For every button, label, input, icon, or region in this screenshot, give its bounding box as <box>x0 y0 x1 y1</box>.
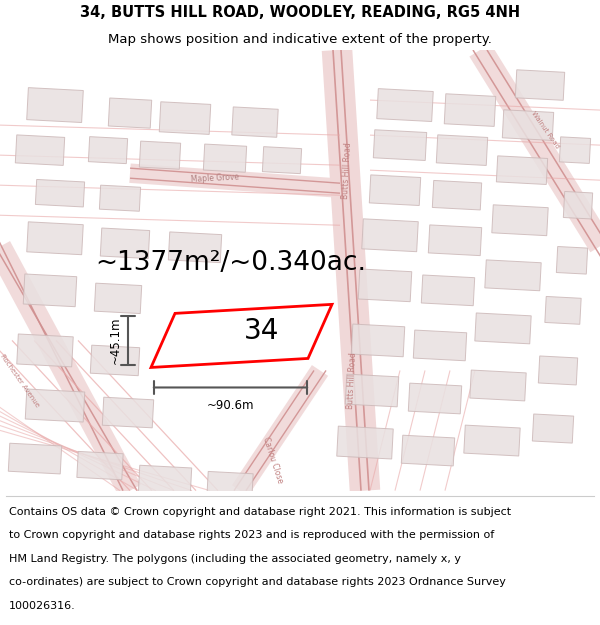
Polygon shape <box>373 130 427 161</box>
Polygon shape <box>559 137 590 163</box>
Text: Butts Hill Road: Butts Hill Road <box>341 142 353 199</box>
Text: ~90.6m: ~90.6m <box>207 399 254 412</box>
Polygon shape <box>502 110 554 141</box>
Text: HM Land Registry. The polygons (including the associated geometry, namely x, y: HM Land Registry. The polygons (includin… <box>9 554 461 564</box>
Polygon shape <box>108 98 152 128</box>
Polygon shape <box>88 137 128 164</box>
Polygon shape <box>485 260 541 291</box>
Polygon shape <box>444 94 496 126</box>
Polygon shape <box>464 425 520 456</box>
Polygon shape <box>538 356 578 385</box>
Polygon shape <box>475 313 531 344</box>
Polygon shape <box>409 383 461 414</box>
Text: Rochester Avenue: Rochester Avenue <box>0 353 41 408</box>
Polygon shape <box>77 451 123 480</box>
Polygon shape <box>496 156 548 184</box>
Polygon shape <box>100 185 140 211</box>
Polygon shape <box>428 225 482 256</box>
Polygon shape <box>262 147 302 174</box>
Text: Contains OS data © Crown copyright and database right 2021. This information is : Contains OS data © Crown copyright and d… <box>9 507 511 517</box>
Text: Butts Hill Road: Butts Hill Road <box>346 352 358 409</box>
Polygon shape <box>351 324 405 357</box>
Text: Map shows position and indicative extent of the property.: Map shows position and indicative extent… <box>108 34 492 46</box>
Polygon shape <box>139 141 181 169</box>
Polygon shape <box>27 222 83 255</box>
Polygon shape <box>17 334 73 367</box>
Polygon shape <box>27 88 83 122</box>
Polygon shape <box>159 102 211 134</box>
Polygon shape <box>421 275 475 306</box>
Polygon shape <box>492 205 548 236</box>
Polygon shape <box>232 107 278 138</box>
Polygon shape <box>8 443 62 474</box>
Polygon shape <box>139 465 191 496</box>
Polygon shape <box>207 471 253 500</box>
Text: co-ordinates) are subject to Crown copyright and database rights 2023 Ordnance S: co-ordinates) are subject to Crown copyr… <box>9 578 506 587</box>
Polygon shape <box>35 179 85 207</box>
Polygon shape <box>545 296 581 324</box>
Polygon shape <box>103 398 154 428</box>
Polygon shape <box>515 70 565 100</box>
Polygon shape <box>25 389 85 422</box>
Text: Maple Grove: Maple Grove <box>191 173 239 184</box>
Polygon shape <box>91 345 140 376</box>
Polygon shape <box>436 135 488 166</box>
Polygon shape <box>345 374 399 407</box>
Polygon shape <box>556 246 587 274</box>
Polygon shape <box>433 181 482 210</box>
Polygon shape <box>563 191 593 219</box>
Text: ~45.1m: ~45.1m <box>109 317 121 364</box>
Polygon shape <box>23 274 77 307</box>
Text: to Crown copyright and database rights 2023 and is reproduced with the permissio: to Crown copyright and database rights 2… <box>9 530 494 540</box>
Text: Carlou Close: Carlou Close <box>261 436 285 485</box>
Polygon shape <box>362 219 418 252</box>
Polygon shape <box>377 89 433 121</box>
Polygon shape <box>401 435 455 466</box>
Polygon shape <box>203 144 247 172</box>
Polygon shape <box>532 414 574 443</box>
Polygon shape <box>94 283 142 314</box>
Polygon shape <box>470 370 526 401</box>
Polygon shape <box>337 426 393 459</box>
Text: Walnut Road: Walnut Road <box>530 111 560 150</box>
Polygon shape <box>169 232 221 262</box>
Text: ~1377m²/~0.340ac.: ~1377m²/~0.340ac. <box>95 250 366 276</box>
Polygon shape <box>413 330 467 361</box>
Text: 34, BUTTS HILL ROAD, WOODLEY, READING, RG5 4NH: 34, BUTTS HILL ROAD, WOODLEY, READING, R… <box>80 5 520 20</box>
Polygon shape <box>16 135 65 166</box>
Text: 34: 34 <box>244 317 279 345</box>
Polygon shape <box>370 175 421 206</box>
Polygon shape <box>358 269 412 302</box>
Polygon shape <box>100 228 149 259</box>
Text: 100026316.: 100026316. <box>9 601 76 611</box>
